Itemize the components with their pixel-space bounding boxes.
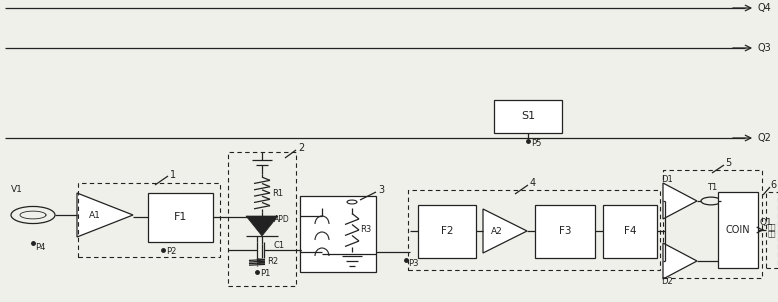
- Text: P3: P3: [408, 259, 419, 268]
- Bar: [408, 190, 660, 270]
- Bar: [78, 183, 220, 257]
- Text: A1: A1: [89, 210, 101, 220]
- Text: P2: P2: [166, 246, 177, 255]
- Text: Q1: Q1: [760, 217, 773, 226]
- Text: 3: 3: [378, 185, 384, 195]
- Text: F4: F4: [624, 226, 636, 236]
- Bar: [663, 170, 762, 278]
- Text: APD: APD: [274, 216, 289, 224]
- Text: D1: D1: [661, 175, 673, 184]
- Bar: [148, 193, 213, 242]
- Text: F2: F2: [441, 226, 454, 236]
- Bar: [228, 152, 296, 286]
- Text: T1: T1: [707, 182, 717, 191]
- Text: COIN: COIN: [726, 225, 750, 235]
- Bar: [766, 192, 778, 268]
- Bar: [418, 205, 476, 258]
- Text: Q3: Q3: [758, 43, 772, 53]
- Text: F1: F1: [173, 213, 187, 223]
- Text: R2: R2: [267, 258, 278, 266]
- Bar: [300, 196, 376, 272]
- Polygon shape: [483, 209, 527, 253]
- Text: R1: R1: [272, 188, 283, 198]
- Polygon shape: [663, 183, 697, 219]
- Text: V1: V1: [11, 185, 23, 194]
- Text: P4: P4: [35, 243, 45, 252]
- Text: P1: P1: [260, 269, 271, 278]
- Polygon shape: [77, 193, 133, 237]
- Bar: [718, 192, 758, 268]
- Text: F3: F3: [559, 226, 571, 236]
- Text: S1: S1: [521, 111, 535, 121]
- Bar: [494, 100, 562, 133]
- Text: A2: A2: [491, 226, 503, 236]
- Text: 5: 5: [725, 158, 731, 168]
- Text: Q2: Q2: [758, 133, 772, 143]
- Bar: [535, 205, 595, 258]
- Text: 4: 4: [530, 178, 536, 188]
- Text: 1: 1: [170, 170, 176, 180]
- Text: Q4: Q4: [758, 3, 772, 13]
- Bar: [603, 205, 657, 258]
- Text: 6: 6: [770, 180, 776, 190]
- Polygon shape: [663, 243, 697, 279]
- Text: 2: 2: [298, 143, 304, 153]
- Text: 计数
模块: 计数 模块: [768, 223, 776, 237]
- Text: C1: C1: [274, 240, 285, 249]
- Text: P5: P5: [531, 139, 541, 147]
- Polygon shape: [246, 216, 278, 236]
- Text: R3: R3: [360, 226, 371, 234]
- Text: D2: D2: [661, 277, 673, 285]
